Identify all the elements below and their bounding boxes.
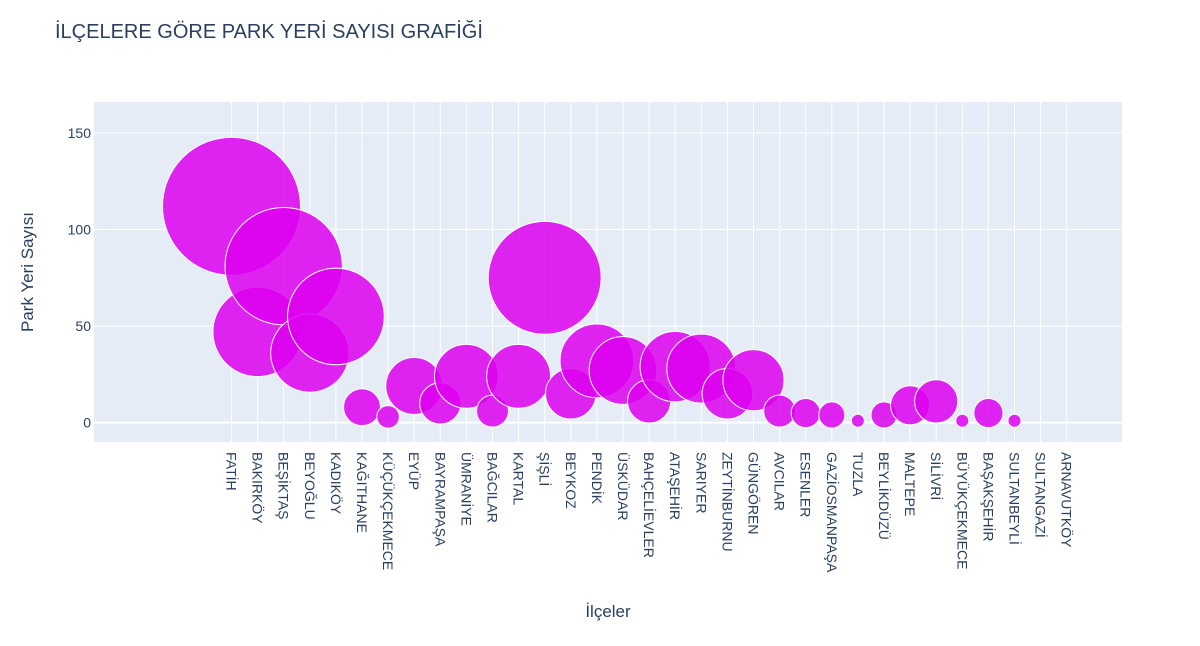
y-tick-label: 100 bbox=[68, 222, 92, 238]
bubble-point[interactable] bbox=[914, 379, 959, 424]
x-tick-label: ARNAVUTKÖY bbox=[1059, 452, 1076, 548]
bubble-point[interactable] bbox=[722, 349, 785, 412]
bubble-point[interactable] bbox=[850, 413, 865, 428]
x-tick-label: ESENLER bbox=[798, 452, 814, 517]
x-tick-label: BEYOĞLU bbox=[302, 452, 318, 520]
x-tick-label: SARIYER bbox=[693, 452, 709, 513]
y-tick-label: 50 bbox=[75, 318, 91, 334]
x-tick-labels: FATİH BAKIRKÖY BEŞİKTAŞ BEYOĞLU KADIKÖY KAĞIT… bbox=[224, 452, 1076, 573]
x-tick-label: KAĞITHANE bbox=[354, 452, 370, 533]
y-tick-label: 150 bbox=[68, 125, 92, 141]
x-tick-label: BAĞCILAR bbox=[485, 452, 501, 523]
bubble-point[interactable] bbox=[376, 405, 400, 429]
bubble-point[interactable] bbox=[343, 388, 381, 427]
chart-title: İLÇELERE GÖRE PARK YERİ SAYISI GRAFİĞİ bbox=[55, 20, 483, 43]
bubble-point[interactable] bbox=[790, 397, 821, 429]
bubble-point[interactable] bbox=[818, 401, 846, 429]
x-tick-label: BAŞAKŞEHİR bbox=[980, 452, 997, 541]
bubbles bbox=[162, 136, 1022, 429]
x-tick-label: AVCILAR bbox=[772, 452, 788, 511]
bubble-point[interactable] bbox=[973, 397, 1004, 429]
x-tick-label: BEYLİKDÜZÜ bbox=[876, 452, 893, 540]
bubble-point[interactable] bbox=[287, 267, 385, 366]
y-tick-label: 0 bbox=[83, 415, 91, 431]
x-tick-label: TUZLA bbox=[850, 452, 866, 497]
x-tick-label: BAYRAMPAŞA bbox=[432, 452, 448, 547]
x-tick-label: MALTEPE bbox=[902, 452, 918, 516]
x-tick-label: GÜNGÖREN bbox=[746, 452, 763, 534]
x-tick-label: ŞİŞLİ bbox=[537, 452, 554, 486]
y-tick-labels: 0 50 100 150 bbox=[68, 125, 92, 431]
x-tick-label: BAKIRKÖY bbox=[250, 452, 267, 524]
x-tick-label: KADIKÖY bbox=[328, 452, 345, 515]
x-tick-label: ÜSKÜDAR bbox=[615, 452, 632, 520]
x-tick-label: KARTAL bbox=[511, 452, 527, 505]
x-tick-label: SULTANGAZİ bbox=[1033, 452, 1050, 538]
x-tick-label: BÜYÜKÇEKMECE bbox=[954, 452, 971, 569]
bubble-point[interactable] bbox=[1007, 413, 1022, 428]
x-tick-label: FATİH bbox=[224, 452, 241, 491]
x-tick-label: KÜÇÜKÇEKMECE bbox=[380, 452, 397, 570]
x-tick-label: ZEYTİNBURNU bbox=[719, 452, 736, 552]
x-tick-label: EYÜP bbox=[406, 452, 423, 490]
x-tick-label: SİLİVRİ bbox=[928, 452, 945, 500]
x-tick-label: ÜMRANİYE bbox=[458, 452, 475, 526]
y-axis-title: Park Yeri Sayısı bbox=[18, 212, 37, 332]
x-tick-label: ATAŞEHİR bbox=[667, 452, 684, 520]
x-tick-label: BAHÇELİEVLER bbox=[641, 452, 658, 558]
bubble-point[interactable] bbox=[486, 343, 552, 409]
x-axis-title: İlçeler bbox=[585, 602, 631, 621]
x-tick-label: BEŞİKTAŞ bbox=[276, 452, 293, 519]
x-tick-label: SULTANBEYLİ bbox=[1007, 452, 1024, 545]
x-tick-label: GAZİOSMANPAŞA bbox=[824, 452, 841, 573]
bubble-point[interactable] bbox=[955, 413, 970, 428]
x-tick-label: PENDİK bbox=[589, 452, 606, 505]
bubble-point[interactable] bbox=[487, 220, 602, 335]
x-tick-label: BEYKOZ bbox=[563, 452, 579, 509]
